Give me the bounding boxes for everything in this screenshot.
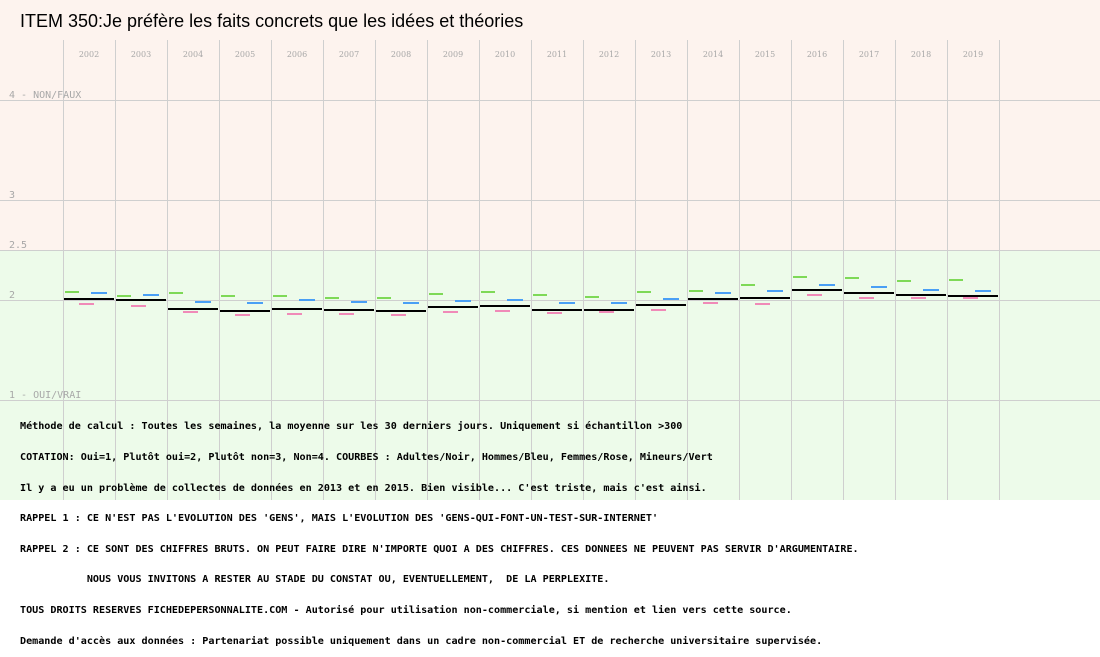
notes-block: Méthode de calcul : Toutes les semaines,… <box>20 402 859 657</box>
grid-lines <box>0 40 1100 500</box>
note-line: Méthode de calcul : Toutes les semaines,… <box>20 421 683 433</box>
x-tick-label: 2019 <box>963 50 983 59</box>
note-line: RAPPEL 2 : CE SONT DES CHIFFRES BRUTS. O… <box>20 543 859 555</box>
x-tick-label: 2003 <box>131 50 151 59</box>
y-tick-label: 3 <box>9 190 15 201</box>
y-axis-ticks: 4 - NON/FAUX 3 2.5 2 1 - OUI/VRAI <box>9 90 81 401</box>
x-tick-label: 2004 <box>183 50 203 59</box>
background-bands <box>0 0 1100 500</box>
note-line: RAPPEL 1 : CE N'EST PAS L'EVOLUTION DES … <box>20 513 659 525</box>
x-tick-label: 2018 <box>911 50 931 59</box>
y-tick-label: 4 - NON/FAUX <box>9 90 81 101</box>
chart-title: ITEM 350:Je préfère les faits concrets q… <box>20 11 524 31</box>
x-tick-label: 2005 <box>235 50 255 59</box>
x-tick-label: 2002 <box>79 50 99 59</box>
x-tick-label: 2017 <box>859 50 879 59</box>
x-tick-label: 2012 <box>599 50 619 59</box>
x-tick-label: 2013 <box>651 50 671 59</box>
x-tick-label: 2010 <box>495 50 515 59</box>
x-tick-label: 2011 <box>547 50 567 59</box>
x-tick-label: 2008 <box>391 50 411 59</box>
x-tick-label: 2016 <box>807 50 827 59</box>
x-axis-ticks: 2002 2003 2004 2005 2006 2007 2008 2009 2010 2011… <box>79 50 983 59</box>
note-line: TOUS DROITS RESERVES FICHEDEPERSONNALITE… <box>20 604 792 616</box>
note-line: Demande d'accès aux données : Partenaria… <box>20 635 823 647</box>
x-tick-label: 2007 <box>339 50 359 59</box>
x-tick-label: 2015 <box>755 50 775 59</box>
band <box>0 400 1100 500</box>
note-line: COTATION: Oui=1, Plutôt oui=2, Plutôt no… <box>20 452 713 463</box>
x-tick-label: 2014 <box>703 50 723 59</box>
band <box>0 0 1100 250</box>
y-tick-label: 1 - OUI/VRAI <box>9 390 81 401</box>
x-tick-label: 2006 <box>287 50 307 59</box>
y-tick-label: 2 <box>9 290 15 301</box>
band <box>0 250 1100 400</box>
series-marks <box>64 276 998 316</box>
y-tick-label: 2.5 <box>9 240 27 251</box>
note-line: Il y a eu un problème de collectes de do… <box>20 482 707 494</box>
x-tick-label: 2009 <box>443 50 463 59</box>
note-line: NOUS VOUS INVITONS A RESTER AU STADE DU … <box>20 574 610 586</box>
